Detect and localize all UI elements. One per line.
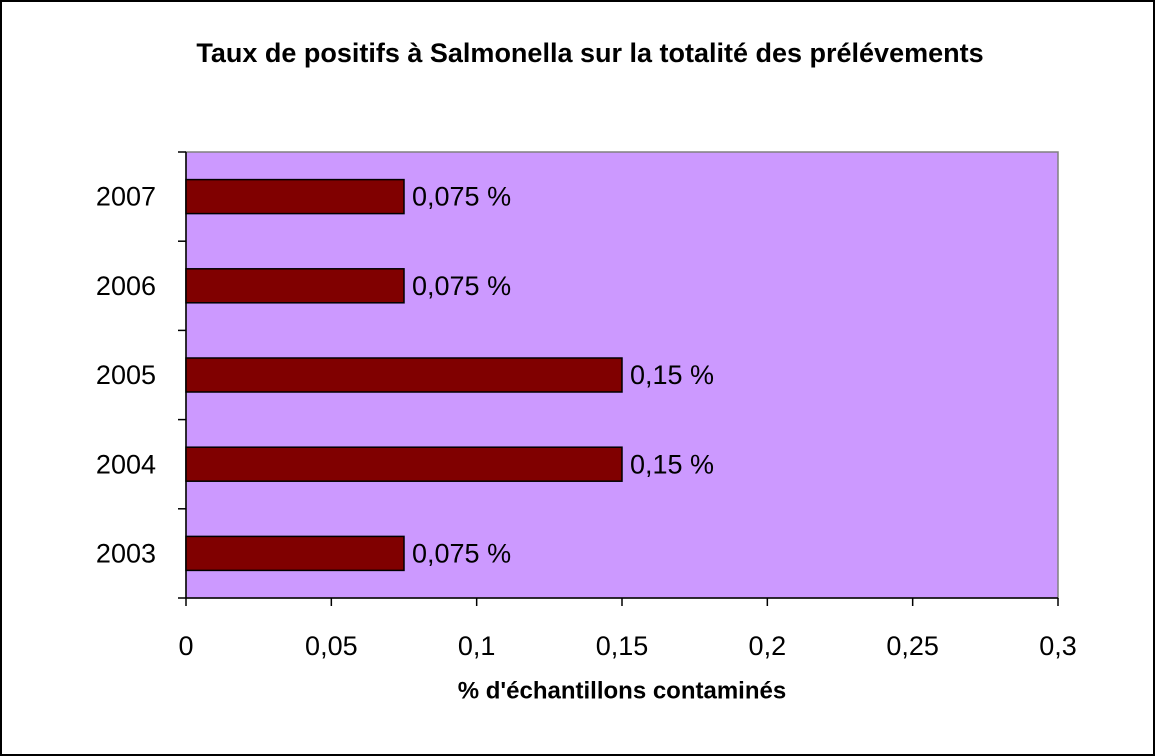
x-tick-label: 0,2 [749,631,787,661]
value-label: 0,15 % [630,449,714,479]
value-label: 0,15 % [630,360,714,390]
y-tick-label: 2004 [96,449,156,479]
value-label: 0,075 % [412,182,511,212]
bar [185,535,405,572]
y-tick-label: 2006 [96,271,156,301]
x-axis-label: % d'échantillons contaminés [458,677,786,704]
value-label: 0,075 % [412,271,511,301]
x-tick-label: 0,05 [305,631,358,661]
value-label: 0,075 % [412,539,511,569]
y-tick-label: 2005 [96,360,156,390]
x-tick-label: 0 [178,631,193,661]
x-tick-label: 0,25 [886,631,939,661]
x-tick-label: 0,1 [458,631,496,661]
bar [185,446,623,482]
x-tick-label: 0,3 [1039,631,1077,661]
x-tick-label: 0,15 [596,631,649,661]
chart-title: Taux de positifs à Salmonella sur la tot… [196,38,984,68]
bar [185,178,405,215]
y-tick-label: 2003 [96,539,156,569]
bar [185,357,623,393]
y-tick-label: 2007 [96,182,156,212]
bar [185,268,405,304]
